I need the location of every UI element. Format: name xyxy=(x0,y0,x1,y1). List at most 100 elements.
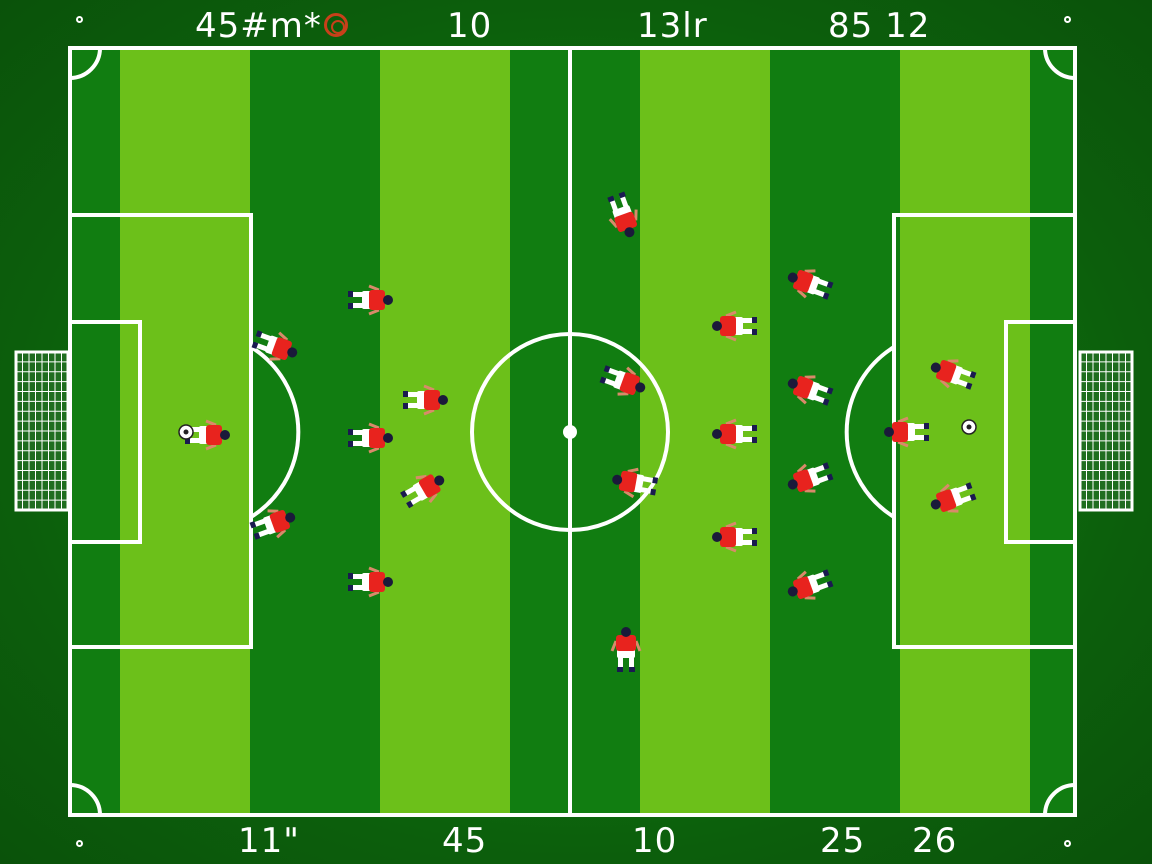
player-arm xyxy=(796,394,807,405)
player xyxy=(348,284,393,316)
player-arm xyxy=(617,392,629,396)
player-shorts xyxy=(806,467,820,487)
player-boot xyxy=(924,423,929,429)
player-boot xyxy=(826,281,834,289)
player-shirt xyxy=(271,337,292,360)
player-head xyxy=(930,362,941,373)
player-shirt xyxy=(793,270,814,293)
player-boot xyxy=(822,569,830,577)
player-boot xyxy=(348,585,353,591)
player-shirt xyxy=(720,527,736,547)
player-leg xyxy=(351,303,365,308)
player-boot xyxy=(969,493,977,501)
player-boot xyxy=(253,532,261,540)
player-boot xyxy=(255,330,263,338)
player-head xyxy=(383,433,393,443)
player-boot xyxy=(752,528,757,534)
player-boot xyxy=(607,195,615,203)
player-leg xyxy=(351,574,365,579)
goal-area-left xyxy=(68,320,142,544)
corner-arc xyxy=(1043,47,1076,80)
player-boot xyxy=(185,438,190,444)
player-arm xyxy=(804,596,816,600)
player-boot xyxy=(599,376,607,384)
player xyxy=(712,418,757,450)
goal-area-right xyxy=(1004,320,1077,544)
player-boot xyxy=(965,382,973,390)
player-shirt xyxy=(369,572,385,592)
player-leg xyxy=(629,655,634,669)
player-shorts xyxy=(949,487,963,507)
player-arm xyxy=(627,467,639,473)
player-arm xyxy=(634,209,638,221)
player-arm xyxy=(428,492,438,504)
player-leg xyxy=(640,475,656,484)
player-boot xyxy=(650,488,657,496)
player-shorts xyxy=(617,649,635,658)
player-head xyxy=(624,227,635,238)
player-arm xyxy=(610,640,618,652)
player-leg xyxy=(912,424,926,429)
grass-stripe xyxy=(1030,48,1075,815)
grass-stripe xyxy=(770,48,900,815)
player-head xyxy=(787,272,798,283)
player-head xyxy=(612,474,623,485)
player-arm xyxy=(897,440,909,448)
hud-bottom-left: 11" xyxy=(238,821,300,861)
player-shorts xyxy=(806,381,820,401)
player-shorts xyxy=(949,365,963,385)
player-shirt xyxy=(269,510,290,533)
goal-left xyxy=(14,350,70,512)
player-arm xyxy=(804,269,816,273)
player-leg xyxy=(618,655,623,669)
player-arm xyxy=(634,640,642,652)
corner-arc xyxy=(69,783,102,816)
hud-top-left-text: 45#m* xyxy=(195,6,322,46)
player-boot xyxy=(617,667,623,672)
player-arm xyxy=(368,566,380,574)
player-leg xyxy=(740,329,754,334)
hud-top-right: 85 12 xyxy=(828,6,931,46)
player-head xyxy=(285,512,296,523)
player xyxy=(610,627,642,672)
player-arm xyxy=(939,483,950,494)
player-shirt xyxy=(793,469,814,492)
player-arm xyxy=(796,288,807,299)
player xyxy=(403,384,448,416)
grass-stripe xyxy=(640,48,770,815)
player-boot xyxy=(652,476,659,484)
player-arm xyxy=(368,422,380,430)
player xyxy=(249,509,296,540)
player-shorts xyxy=(734,528,743,546)
player xyxy=(787,375,834,406)
player xyxy=(348,422,393,454)
player-boot xyxy=(822,462,830,470)
player-arm xyxy=(796,463,807,474)
grass-stripe xyxy=(380,48,510,815)
player-arm xyxy=(804,375,816,379)
player-shirt xyxy=(369,290,385,310)
center-circle xyxy=(470,332,670,532)
player-arm xyxy=(804,489,816,493)
player-arm xyxy=(725,442,737,450)
player-arm xyxy=(897,416,909,424)
player-boot xyxy=(348,303,353,309)
player-head xyxy=(930,499,941,510)
player xyxy=(612,467,659,499)
player-arm xyxy=(947,509,959,513)
player-shorts xyxy=(734,425,743,443)
target-icon xyxy=(323,13,348,37)
player-boot xyxy=(752,425,757,431)
player-shorts xyxy=(199,426,208,444)
player-shirt xyxy=(618,470,638,493)
player-boot xyxy=(752,540,757,546)
player-shorts xyxy=(613,370,627,390)
player-boot xyxy=(629,667,635,672)
player-head xyxy=(621,627,631,637)
player-leg xyxy=(740,437,754,442)
player-boot xyxy=(348,441,353,447)
grass-stripe xyxy=(70,48,120,815)
player-head xyxy=(287,347,298,358)
